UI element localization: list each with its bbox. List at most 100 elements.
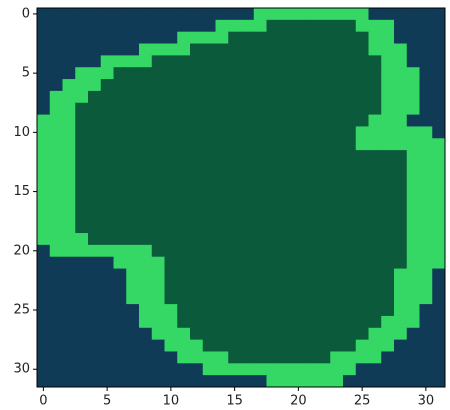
pixel	[177, 67, 191, 80]
pixel	[100, 67, 114, 80]
pixel	[126, 185, 140, 198]
pixel	[304, 363, 318, 376]
pixel	[241, 339, 255, 352]
pixel	[304, 244, 318, 258]
pixel	[355, 67, 369, 80]
pixel	[228, 351, 242, 364]
pixel	[62, 55, 76, 68]
pixel	[177, 280, 191, 293]
pixel	[49, 19, 63, 33]
pixel	[75, 55, 89, 68]
pixel	[279, 197, 293, 210]
pixel	[317, 233, 331, 246]
pixel	[177, 351, 191, 364]
pixel	[126, 67, 140, 80]
pixel	[355, 126, 369, 139]
pixel	[139, 256, 153, 269]
pixel	[355, 375, 369, 388]
pixel	[241, 43, 255, 56]
pixel	[419, 375, 433, 388]
pixel	[164, 43, 178, 56]
pixel	[355, 114, 369, 127]
pixel	[419, 315, 433, 329]
pixel	[343, 268, 357, 281]
pixel	[394, 315, 408, 329]
pixel	[266, 90, 280, 104]
pixel	[266, 43, 280, 56]
pixel	[49, 339, 63, 352]
pixel	[419, 19, 433, 33]
pixel	[304, 90, 318, 104]
pixel	[62, 31, 76, 44]
pixel	[419, 114, 433, 127]
pixel	[317, 150, 331, 163]
pixel	[126, 43, 140, 56]
pixel	[37, 19, 51, 33]
pixel	[75, 173, 89, 187]
pixel	[406, 126, 420, 139]
pixel	[292, 55, 306, 68]
pixel	[292, 327, 306, 341]
pixel	[266, 304, 280, 317]
y-tick-label: 20	[13, 243, 30, 258]
pixel	[394, 31, 408, 44]
pixel	[202, 292, 216, 305]
pixel	[343, 339, 357, 352]
pixel	[37, 161, 51, 175]
pixel	[49, 221, 63, 234]
pixel	[190, 351, 204, 364]
pixel	[419, 8, 433, 21]
pixel	[330, 304, 344, 317]
pixel	[253, 31, 267, 44]
pixel	[292, 114, 306, 127]
pixel	[62, 102, 76, 115]
pixel	[292, 90, 306, 104]
pixel	[330, 90, 344, 104]
pixel	[432, 150, 446, 163]
pixel	[304, 67, 318, 80]
pixel	[88, 304, 102, 317]
pixel	[317, 315, 331, 329]
pixel	[419, 43, 433, 56]
pixel	[190, 244, 204, 258]
pixel	[62, 185, 76, 198]
pixel	[381, 114, 395, 127]
pixel	[164, 327, 178, 341]
pixel	[190, 233, 204, 246]
pixel	[139, 280, 153, 293]
pixel	[164, 185, 178, 198]
pixel	[75, 197, 89, 210]
pixel	[343, 327, 357, 341]
pixel	[164, 339, 178, 352]
pixel	[126, 280, 140, 293]
pixel	[330, 327, 344, 341]
pixel	[343, 79, 357, 92]
pixel	[317, 90, 331, 104]
pixel	[279, 339, 293, 352]
pixel	[343, 363, 357, 376]
pixel	[330, 138, 344, 151]
pixel	[88, 233, 102, 246]
pixel	[164, 126, 178, 139]
pixel	[49, 304, 63, 317]
x-tick-label: 5	[103, 394, 111, 409]
pixel	[75, 304, 89, 317]
pixel	[177, 126, 191, 139]
pixel	[241, 31, 255, 44]
pixel	[343, 114, 357, 127]
pixel	[62, 315, 76, 329]
pixel	[88, 55, 102, 68]
pixel	[279, 268, 293, 281]
pixel	[100, 114, 114, 127]
pixel	[279, 375, 293, 388]
pixel	[253, 339, 267, 352]
pixel	[394, 197, 408, 210]
pixel	[394, 126, 408, 139]
pixel	[62, 375, 76, 388]
pixel	[355, 19, 369, 33]
pixel	[317, 79, 331, 92]
pixel	[381, 327, 395, 341]
x-tick-label: 30	[418, 394, 435, 409]
pixel	[253, 268, 267, 281]
pixel	[241, 256, 255, 269]
